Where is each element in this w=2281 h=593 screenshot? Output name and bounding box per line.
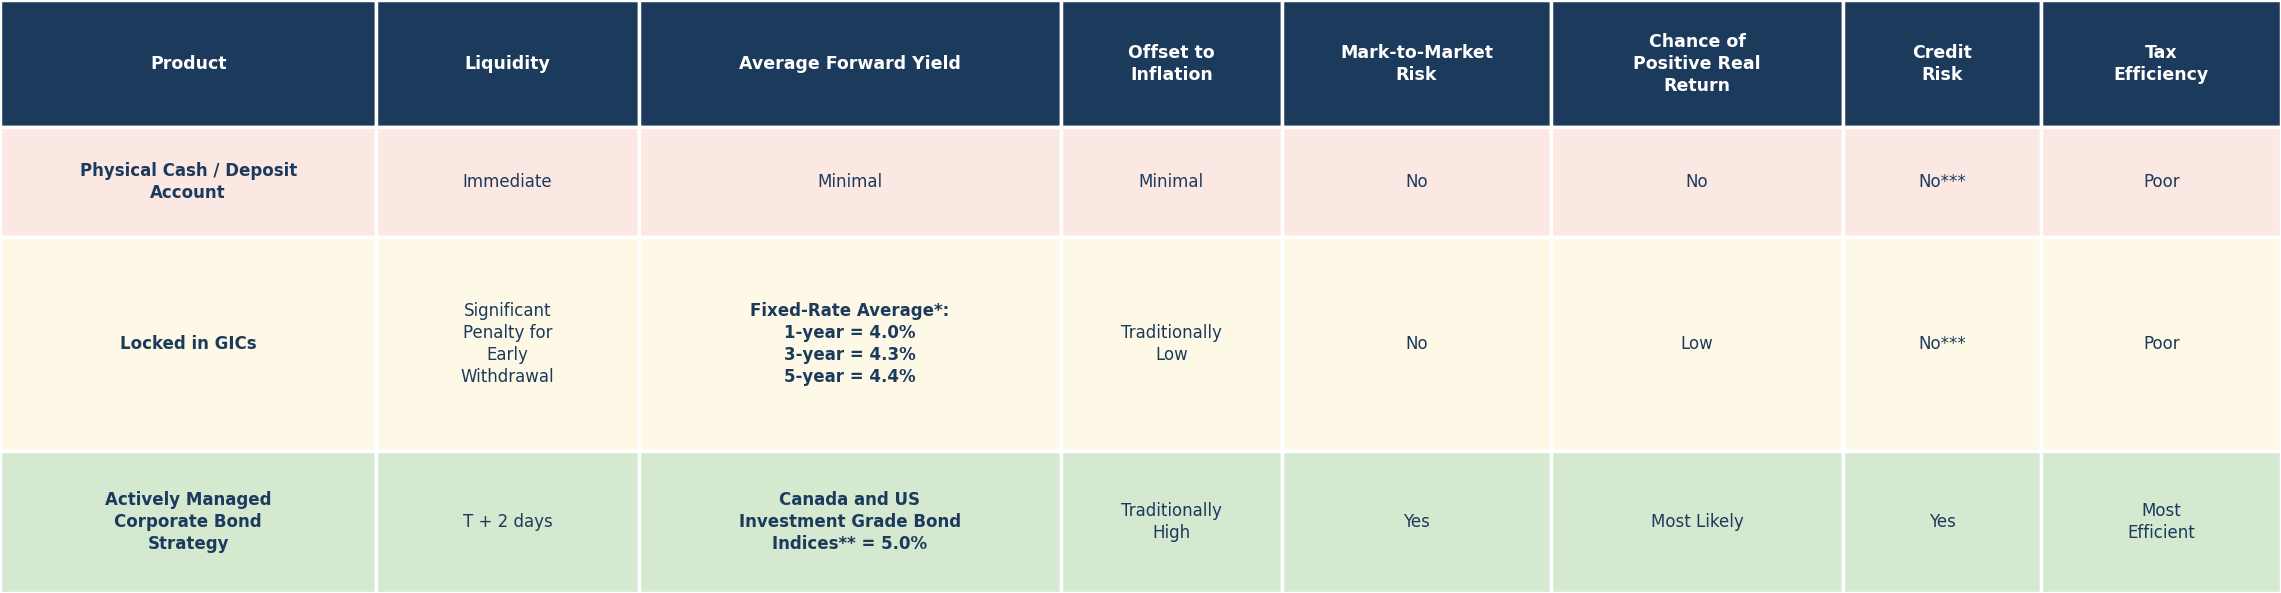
Text: No: No (1405, 173, 1428, 192)
Bar (2041, 127, 2281, 237)
Bar (639, 451, 1061, 593)
Text: Poor: Poor (2142, 335, 2181, 353)
Text: Poor: Poor (2142, 173, 2181, 192)
Text: T + 2 days: T + 2 days (463, 513, 552, 531)
Bar (376, 127, 639, 237)
Bar (2041, 0, 2281, 127)
Text: Minimal: Minimal (817, 173, 883, 192)
Text: Immediate: Immediate (463, 173, 552, 192)
Bar (2041, 237, 2281, 451)
Text: No***: No*** (1918, 173, 1966, 192)
Bar (1551, 0, 1843, 127)
Bar (376, 0, 639, 127)
Text: Credit
Risk: Credit Risk (1911, 44, 1973, 84)
Bar (639, 237, 1061, 451)
Text: No***: No*** (1918, 335, 1966, 353)
Bar (1282, 0, 1551, 127)
Bar (1551, 127, 1843, 237)
Bar (1061, 451, 1282, 593)
Text: Actively Managed
Corporate Bond
Strategy: Actively Managed Corporate Bond Strategy (105, 490, 271, 553)
Bar (1282, 237, 1551, 451)
Text: Locked in GICs: Locked in GICs (121, 335, 255, 353)
Text: Traditionally
Low: Traditionally Low (1120, 324, 1223, 364)
Text: Physical Cash / Deposit
Account: Physical Cash / Deposit Account (80, 162, 297, 202)
Bar (1843, 451, 2041, 593)
Text: Minimal: Minimal (1138, 173, 1204, 192)
Text: Significant
Penalty for
Early
Withdrawal: Significant Penalty for Early Withdrawal (461, 302, 554, 386)
Bar (1061, 127, 1282, 237)
Text: Average Forward Yield: Average Forward Yield (739, 55, 960, 73)
Text: Liquidity: Liquidity (465, 55, 550, 73)
Bar (376, 237, 639, 451)
Bar (1061, 237, 1282, 451)
Bar (1843, 0, 2041, 127)
Bar (376, 451, 639, 593)
Bar (1551, 237, 1843, 451)
Bar (2041, 451, 2281, 593)
Bar (1061, 0, 1282, 127)
Bar (1551, 451, 1843, 593)
Bar (639, 0, 1061, 127)
Text: Most
Efficient: Most Efficient (2128, 502, 2194, 542)
Bar (1843, 237, 2041, 451)
Text: Product: Product (151, 55, 226, 73)
Text: Chance of
Positive Real
Return: Chance of Positive Real Return (1633, 33, 1761, 95)
Bar (639, 127, 1061, 237)
Text: Fixed-Rate Average*:
1-year = 4.0%
3-year = 4.3%
5-year = 4.4%: Fixed-Rate Average*: 1-year = 4.0% 3-yea… (750, 302, 949, 386)
Bar (0, 127, 376, 237)
Bar (0, 451, 376, 593)
Text: Yes: Yes (1403, 513, 1430, 531)
Text: Traditionally
High: Traditionally High (1120, 502, 1223, 542)
Text: Tax
Efficiency: Tax Efficiency (2114, 44, 2208, 84)
Text: Low: Low (1681, 335, 1713, 353)
Text: No: No (1686, 173, 1708, 192)
Text: Most Likely: Most Likely (1651, 513, 1743, 531)
Bar (1843, 127, 2041, 237)
Bar (1282, 127, 1551, 237)
Text: Yes: Yes (1930, 513, 1955, 531)
Bar (1282, 451, 1551, 593)
Text: Canada and US
Investment Grade Bond
Indices** = 5.0%: Canada and US Investment Grade Bond Indi… (739, 490, 960, 553)
Bar (0, 0, 376, 127)
Bar (0, 237, 376, 451)
Text: No: No (1405, 335, 1428, 353)
Text: Offset to
Inflation: Offset to Inflation (1129, 44, 1213, 84)
Text: Mark-to-Market
Risk: Mark-to-Market Risk (1339, 44, 1494, 84)
